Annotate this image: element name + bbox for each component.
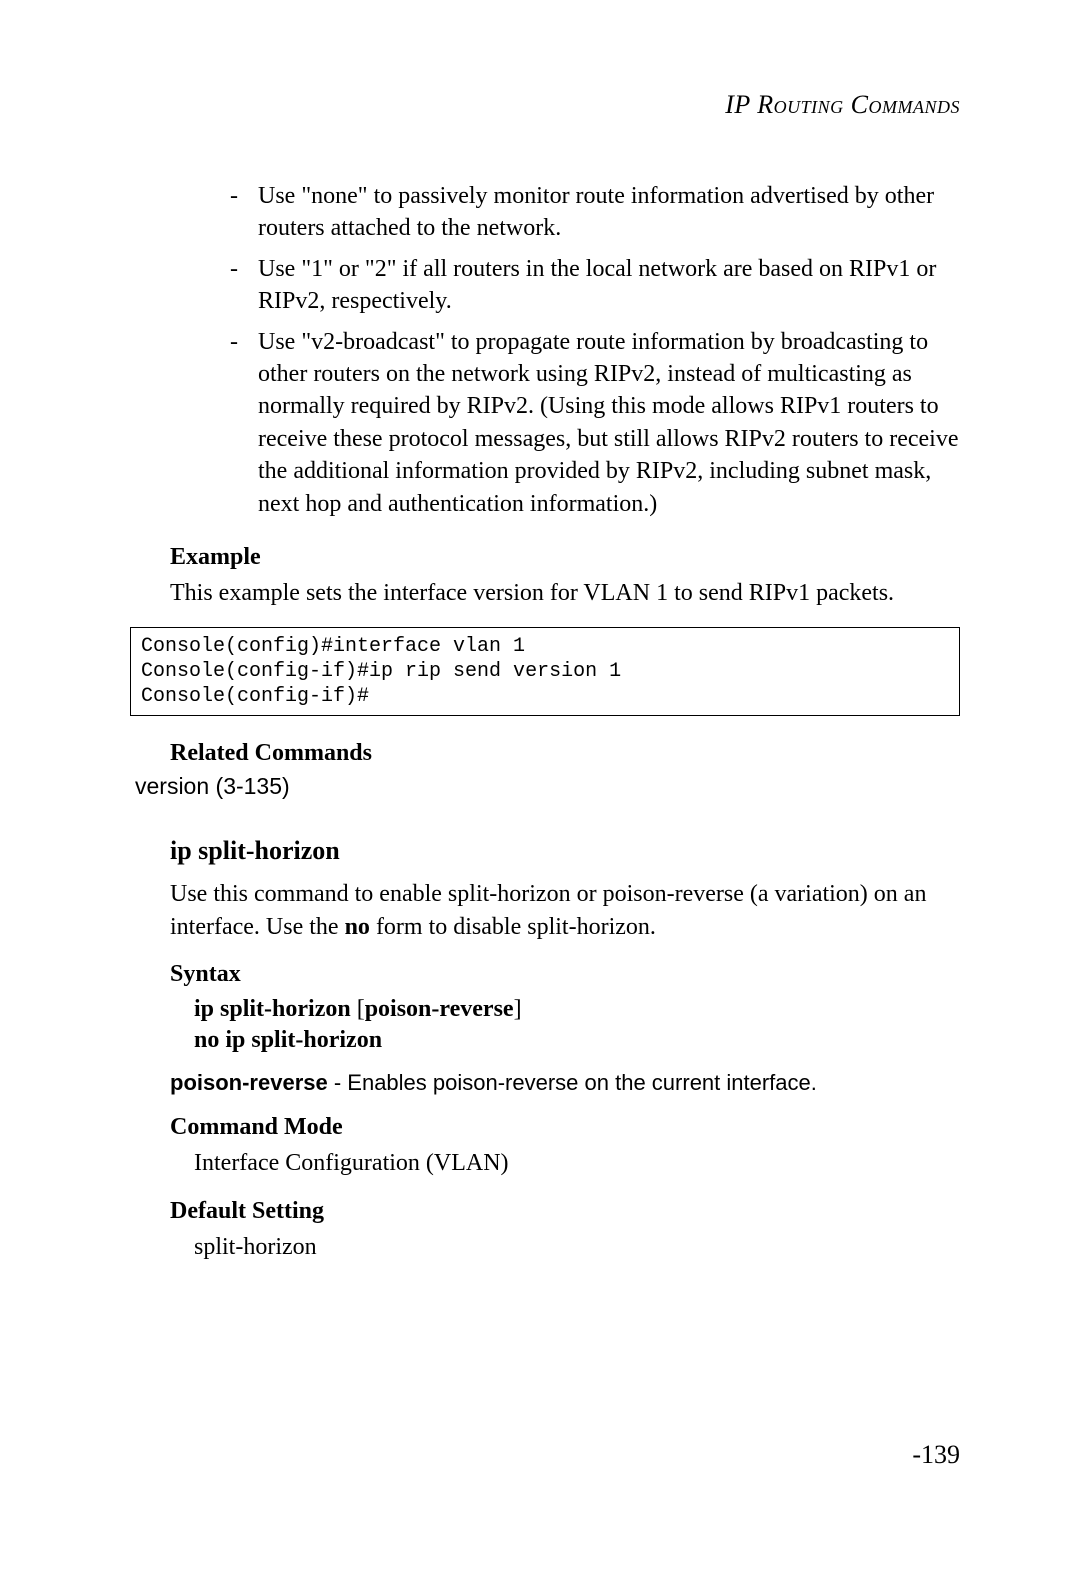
command-mode-value: Interface Configuration (VLAN) xyxy=(194,1147,960,1179)
list-item: - Use "1" or "2" if all routers in the l… xyxy=(230,253,960,318)
desc-bold-no: no xyxy=(345,914,370,940)
list-item: - Use "v2-broadcast" to propagate route … xyxy=(230,326,960,520)
syntax-bracket-open: [ xyxy=(357,996,365,1022)
related-commands-heading: Related Commands xyxy=(170,740,960,767)
bullet-text: Use "v2-broadcast" to propagate route in… xyxy=(258,326,960,520)
page-container: IP Routing Commands - Use "none" to pass… xyxy=(0,0,1080,1341)
param-rest: - Enables poison-reverse on the current … xyxy=(328,1070,817,1095)
command-name-heading: ip split-horizon xyxy=(170,836,960,866)
syntax-line-1: ip split-horizon [poison-reverse] xyxy=(194,994,960,1025)
page-number: -139 xyxy=(912,1440,960,1470)
bullet-text: Use "1" or "2" if all routers in the loc… xyxy=(258,253,960,318)
command-mode-heading: Command Mode xyxy=(170,1114,960,1141)
bullet-list: - Use "none" to passively monitor route … xyxy=(230,180,960,520)
syntax-bold: ip split-horizon xyxy=(194,996,357,1022)
default-setting-value: split-horizon xyxy=(194,1231,960,1263)
content-block: - Use "none" to passively monitor route … xyxy=(170,180,960,1263)
bullet-text: Use "none" to passively monitor route in… xyxy=(258,180,960,245)
parameter-description: poison-reverse - Enables poison-reverse … xyxy=(170,1070,960,1096)
bullet-marker: - xyxy=(230,180,258,245)
bullet-marker: - xyxy=(230,326,258,520)
example-intro: This example sets the interface version … xyxy=(170,577,960,609)
syntax-bold: poison-reverse xyxy=(365,996,514,1022)
param-name-bold: poison-reverse xyxy=(170,1070,328,1095)
list-item: - Use "none" to passively monitor route … xyxy=(230,180,960,245)
default-setting-heading: Default Setting xyxy=(170,1198,960,1225)
syntax-line-2: no ip split-horizon xyxy=(194,1025,960,1056)
syntax-block: ip split-horizon [poison-reverse] no ip … xyxy=(194,994,960,1056)
code-block: Console(config)#interface vlan 1 Console… xyxy=(130,627,960,716)
command-description: Use this command to enable split-horizon… xyxy=(170,878,960,943)
syntax-bracket-close: ] xyxy=(514,996,522,1022)
desc-part2: form to disable split-horizon. xyxy=(370,914,656,940)
related-command-ref: version (3-135) xyxy=(135,773,960,800)
bullet-marker: - xyxy=(230,253,258,318)
syntax-heading: Syntax xyxy=(170,961,960,988)
page-header-title: IP Routing Commands xyxy=(130,90,960,120)
example-heading: Example xyxy=(170,544,960,571)
